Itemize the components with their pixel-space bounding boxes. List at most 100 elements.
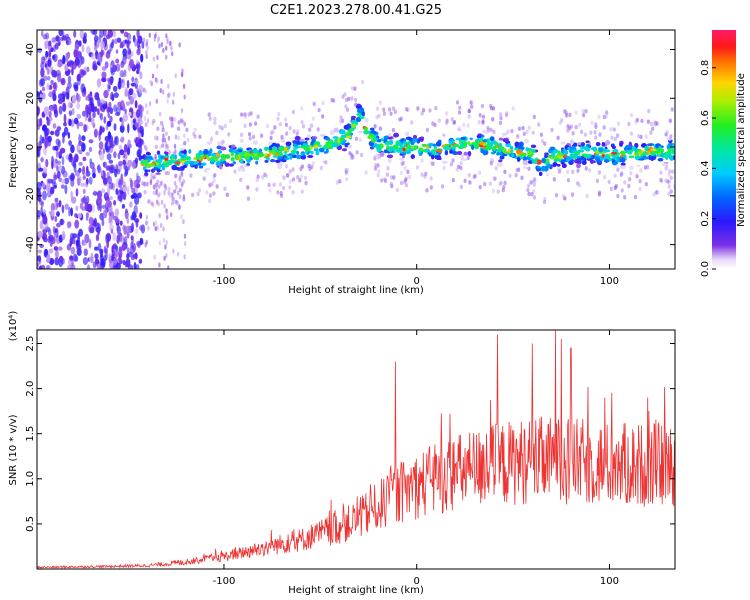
spectrogram-blob [113, 200, 117, 206]
spectrogram-blob [393, 132, 399, 138]
spectrogram-blob [198, 165, 204, 169]
spectrogram-blob [73, 30, 77, 38]
spectrogram-blob [616, 157, 623, 160]
spectrogram-blob [56, 222, 61, 228]
spectrogram-blob [65, 92, 70, 100]
spectrogram-blob [280, 134, 284, 140]
spectrogram-blob [667, 191, 671, 196]
spectrogram-blob [556, 135, 560, 140]
spectrogram-blob [288, 125, 292, 131]
spectrogram-blob [139, 105, 144, 113]
spectrogram-blob [86, 165, 89, 174]
spectrogram-blob [89, 226, 94, 234]
spectrogram-blob [140, 120, 144, 125]
spectrogram-blob [124, 165, 129, 175]
spectrogram-blob [153, 167, 159, 171]
snr-y-tick-label: 2.0 [25, 381, 36, 397]
spectrogram-blob [74, 84, 79, 92]
spectrogram-blob [56, 211, 60, 217]
spectrogram-blob [185, 156, 192, 161]
spectrogram-blob [174, 173, 178, 179]
spectrogram-blob [601, 153, 605, 158]
spectrogram-blob [325, 141, 330, 147]
spectrogram-blob [339, 119, 343, 124]
spectrogram-blob [406, 169, 410, 174]
spectrogram-blob [94, 257, 99, 267]
spectrogram-blob [467, 141, 471, 145]
spectrogram-blob [159, 222, 163, 228]
spectrogram-blob [54, 216, 58, 222]
spectrogram-blob [145, 50, 148, 55]
spectrogram-blob [631, 146, 636, 151]
spectrogram-blob [451, 158, 455, 163]
spectrogram-blob [116, 37, 122, 43]
spectrogram-blob [637, 151, 642, 155]
spectrogram-blob [101, 219, 105, 227]
spectrogram-blob [246, 185, 250, 190]
spectrogram-blob [387, 133, 392, 138]
spectrogram-blob [108, 182, 114, 190]
spectrogram-blob [111, 249, 116, 259]
spectrogram-blob [79, 202, 84, 210]
spectrogram-blob [76, 93, 81, 103]
spectrogram-blob [489, 136, 495, 142]
spectrogram-blob [209, 148, 213, 154]
spectrogram-blob [94, 253, 99, 260]
spectrogram-blob [568, 112, 572, 118]
spectrogram-blob [300, 106, 304, 111]
spectrogram-blob [151, 168, 155, 173]
spectrogram-blob [87, 107, 92, 115]
spectrogram-blob [324, 160, 328, 165]
spectrogram-blob [589, 130, 593, 135]
spectrogram-blob [75, 188, 79, 197]
spectrogram-blob [320, 134, 326, 137]
spectrogram-blob [410, 145, 415, 149]
spectrogram-blob [612, 156, 616, 160]
spectrogram-ticks: -100 0 100 -40 -20 0 20 40 [25, 30, 675, 287]
spectrogram-blob [597, 170, 602, 175]
spectrogram-blob [616, 167, 620, 172]
spectrogram-blob [144, 172, 149, 177]
spectrogram-blob [126, 247, 130, 253]
spectrogram-blob [289, 155, 293, 160]
spectrogram-blob [378, 100, 382, 106]
spectrogram-blob [61, 184, 65, 189]
spectrogram-blob [156, 64, 159, 69]
spectrogram-blob [455, 100, 460, 105]
spectrogram-blob [98, 248, 104, 254]
spectrogram-blob [207, 112, 211, 117]
spectrogram-blob [53, 246, 58, 251]
spectrogram-blob [122, 103, 126, 112]
spectrogram-blob [93, 128, 98, 138]
spectrogram-blob [578, 122, 582, 128]
spectrogram-blob [354, 136, 359, 141]
spectrogram-blob [648, 155, 652, 160]
spectrogram-blob [223, 123, 227, 129]
spectrogram-blob [86, 66, 90, 73]
spectrogram-blob [44, 249, 49, 256]
colorbar-tick-label: 0.0 [700, 261, 711, 277]
spectrogram-blob [103, 116, 107, 124]
spectrogram-blob [580, 129, 584, 134]
spectrogram-blob [570, 147, 574, 151]
spectrogram-blob [180, 214, 183, 219]
spectrogram-blob [144, 88, 148, 94]
spectrogram-blob [66, 221, 72, 229]
spectrogram-blob [576, 157, 582, 161]
spectrogram-blob [526, 187, 530, 193]
spectrogram-blob [225, 154, 231, 159]
spectrogram-blob [668, 118, 672, 123]
spectrogram-blob [119, 124, 125, 133]
spectrogram-blob [478, 170, 482, 175]
spectrogram-blob [91, 117, 95, 126]
spectrogram-frame [36, 29, 676, 270]
spectrogram-blob [37, 255, 42, 262]
spectrogram-blob [52, 54, 56, 60]
spectrogram-blob [67, 39, 72, 45]
spectrogram-blob [292, 140, 297, 144]
spectrogram-blob [296, 150, 299, 155]
spectrogram-blob [503, 180, 507, 186]
spectrogram-blob [376, 147, 382, 153]
spectrogram-blob [97, 195, 103, 206]
spectrogram-blob [373, 124, 377, 129]
